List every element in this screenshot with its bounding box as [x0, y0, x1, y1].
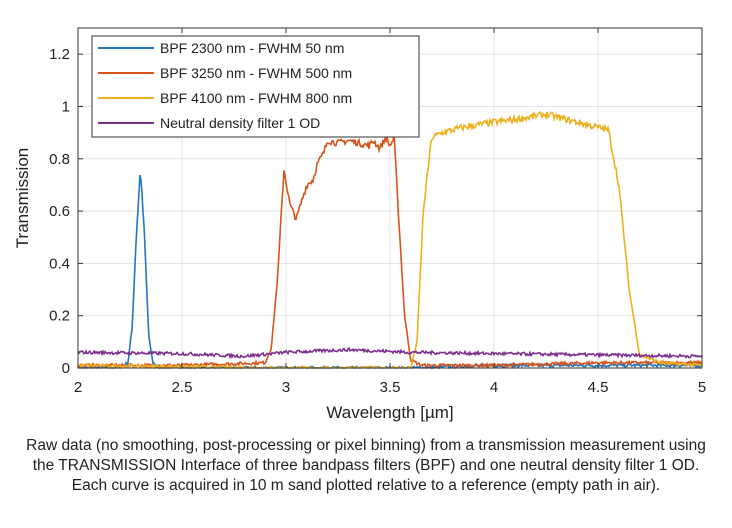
- x-tick-label: 4: [490, 379, 498, 396]
- x-tick-label: 5: [698, 379, 706, 396]
- x-tick-label: 2.5: [172, 379, 193, 396]
- series-line-4: [77, 346, 703, 360]
- x-axis-label: Wavelength [µm]: [326, 403, 453, 422]
- y-tick-label: 1.2: [49, 46, 70, 63]
- x-tick-label: 3.5: [380, 379, 401, 396]
- chart: 2 2.5 3 3.5 4 4.5 5 0 0.2 0.4 0.6 0.8 1 1.2 Wavelengt…: [13, 27, 706, 422]
- legend-entry: BPF 4100 nm - FWHM 800 nm: [160, 90, 352, 106]
- x-tick-label: 3: [282, 379, 290, 396]
- y-tick-label: 0.8: [49, 151, 70, 168]
- figure-caption: Raw data (no smoothing, post-processing …: [26, 437, 706, 494]
- legend: BPF 2300 nm - FWHM 50 nm BPF 3250 nm - FW…: [91, 35, 420, 138]
- y-tick-label: 0.6: [49, 203, 70, 220]
- ticks: 2 2.5 3 3.5 4 4.5 5 0 0.2 0.4 0.6 0.8 1 1.2: [49, 28, 706, 396]
- legend-entry: BPF 2300 nm - FWHM 50 nm: [160, 40, 344, 56]
- y-tick-label: 0.4: [49, 255, 70, 272]
- y-tick-label: 1: [62, 98, 70, 115]
- y-tick-label: 0.2: [49, 308, 70, 325]
- legend-entry: Neutral density filter 1 OD: [160, 115, 320, 131]
- y-axis-label: Transmission: [13, 148, 32, 248]
- x-tick-label: 4.5: [588, 379, 609, 396]
- legend-box: [91, 35, 420, 138]
- x-tick-label: 2: [74, 379, 82, 396]
- y-tick-label: 0: [62, 360, 70, 377]
- legend-entry: BPF 3250 nm - FWHM 500 nm: [160, 65, 352, 81]
